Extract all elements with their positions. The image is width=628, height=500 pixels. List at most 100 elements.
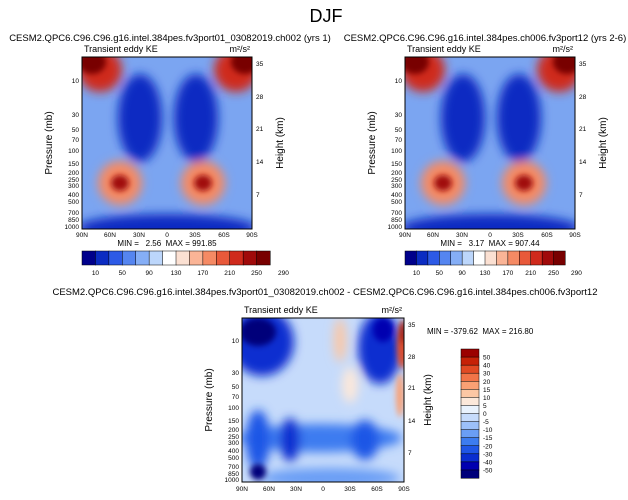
colorbar-1-label: 290 <box>278 270 289 277</box>
colorbar-1-swatch <box>189 250 204 266</box>
colorbar-1-label: 130 <box>171 270 182 277</box>
colorbar-1-swatch <box>229 250 244 266</box>
panel-2-ytick: 30 <box>395 112 403 119</box>
colorbar-3-label: -50 <box>483 467 493 474</box>
panel-1-ytick: 850 <box>68 217 79 224</box>
colorbar-3-swatch <box>460 389 480 398</box>
colorbar-2-label: 250 <box>548 270 559 277</box>
panel-2-field-core-ne <box>553 57 575 74</box>
panel-1-ylabel: Pressure (mb) <box>44 111 55 174</box>
colorbar-2-label: 170 <box>502 270 513 277</box>
panel-2-ytick: 1000 <box>388 224 403 231</box>
panel-3-xticks: 90N 60N 30N 0 30S 60S 90S <box>236 486 410 493</box>
panel-2-units: m²/s² <box>553 44 574 54</box>
colorbar-3-label: -15 <box>483 435 493 442</box>
panel-3-field-neg-mid <box>280 418 300 462</box>
colorbar-3-label: 0 <box>483 411 487 418</box>
panel-3-xtick: 60N <box>263 486 275 493</box>
panel-1-htick: 7 <box>256 192 260 199</box>
panel-3-xtick: 60S <box>371 486 383 493</box>
colorbar-3-swatch <box>460 469 480 479</box>
colorbar-1-swatch <box>95 250 110 266</box>
colorbar-1-label: 170 <box>197 270 208 277</box>
colorbar-2-swatch <box>450 250 463 266</box>
panel-1-frame <box>81 56 253 230</box>
panel-1-field-low-right <box>174 74 218 162</box>
panel-3-htick: 28 <box>408 354 416 361</box>
panel-1-ytick: 30 <box>72 112 80 119</box>
panel-1-xtick: 60S <box>218 232 230 239</box>
panel-1-height-ticks: 35 28 21 14 7 <box>256 61 264 199</box>
panel-3-htick: 21 <box>408 385 416 392</box>
panel-2-ytick: 850 <box>391 217 402 224</box>
panel-3-ytick: 500 <box>228 455 239 462</box>
panel-3-ytick: 30 <box>232 370 240 377</box>
panel-3-htick: 14 <box>408 418 416 425</box>
panel-2-ytick: 100 <box>391 148 402 155</box>
colorbar-1-swatch <box>135 250 150 266</box>
panel-1-ytick: 10 <box>72 78 80 85</box>
panel-2-title: CESM2.QPC6.C96.C96.g16.intel.384pes.ch00… <box>344 33 627 44</box>
colorbar-3-label: -20 <box>483 443 493 450</box>
panel-3-field-neg-left <box>246 410 270 470</box>
panel-2-ytick: 250 <box>391 177 402 184</box>
colorbar-2-swatch <box>461 250 475 266</box>
colorbar-2-swatch <box>404 250 417 266</box>
panel-2-htick: 14 <box>579 159 587 166</box>
panel-3-ytick: 10 <box>232 338 240 345</box>
colorbar-1-swatch <box>162 250 177 266</box>
panel-1-ytick: 70 <box>72 137 80 144</box>
panel-1-xtick: 30S <box>189 232 201 239</box>
panel-2-xtick: 30N <box>456 232 468 239</box>
panel-1-field <box>82 57 252 229</box>
colorbar-2-swatch <box>473 250 486 266</box>
colorbar-2-label: 90 <box>459 270 467 277</box>
panel-2-htick: 21 <box>579 126 587 133</box>
panel-2: CESM2.QPC6.C96.C96.g16.intel.384pes.ch00… <box>344 33 627 277</box>
panel-3-ytick: 850 <box>228 471 239 478</box>
colorbar-2-swatch <box>530 250 543 266</box>
panel-2-field-low-surface <box>405 214 575 229</box>
panel-3-height-ticks: 35 28 21 14 7 <box>408 322 416 457</box>
panel-2-htick: 28 <box>579 94 587 101</box>
panel-3-ytick: 150 <box>228 418 239 425</box>
panel-1-title: CESM2.QPC6.C96.C96.g16.intel.384pes.fv3p… <box>9 33 331 44</box>
panel-3-xtick: 90N <box>236 486 248 493</box>
colorbar-3-swatch <box>460 421 480 431</box>
panel-3-xtick: 30S <box>344 486 356 493</box>
panel-1-ylabel-right: Height (km) <box>275 117 286 169</box>
panel-2-colorbar: 10 50 90 130 170 210 250 290 <box>404 250 582 277</box>
panel-1-ytick: 50 <box>72 127 80 134</box>
panel-2-ytick: 200 <box>391 170 402 177</box>
colorbar-1-swatch <box>256 250 271 266</box>
panel-2-ytick: 500 <box>391 199 402 206</box>
panel-1: CESM2.QPC6.C96.C96.g16.intel.384pes.fv3p… <box>9 33 331 277</box>
colorbar-1-swatch <box>202 250 217 266</box>
panel-2-field-low-left <box>441 74 485 162</box>
colorbar-3-label: 5 <box>483 403 487 410</box>
panel-2-htick: 35 <box>579 61 587 68</box>
colorbar-1-swatch <box>216 250 231 266</box>
colorbar-3-label: 30 <box>483 371 491 378</box>
panel-2-xtick: 60S <box>541 232 553 239</box>
panel-3-field-pos-upper <box>342 367 358 403</box>
colorbar-2-label: 50 <box>436 270 444 277</box>
panel-2-field <box>405 57 575 229</box>
panel-1-field-core-ne <box>231 57 252 74</box>
panel-3-ytick: 200 <box>228 427 239 434</box>
colorbar-3-swatch <box>460 372 480 382</box>
panel-1-xtick: 0 <box>165 232 169 239</box>
colorbar-2-swatch <box>507 250 520 266</box>
colorbar-2-swatch <box>484 250 497 266</box>
panel-1-units: m²/s² <box>230 44 251 54</box>
panel-3-ytick: 50 <box>232 384 240 391</box>
panel-2-field-jetcore-left <box>434 175 452 191</box>
panel-2-ylabel: Pressure (mb) <box>367 111 378 174</box>
colorbar-1-label: 210 <box>224 270 235 277</box>
panel-2-xticks: 90N 60N 30N 0 30S 60S 90S <box>399 232 581 239</box>
panel-1-ytick: 1000 <box>65 224 80 231</box>
panel-3-xtick: 0 <box>321 486 325 493</box>
panel-3-ytick: 300 <box>228 440 239 447</box>
panel-1-ytick: 150 <box>68 161 79 168</box>
colorbar-1-swatch <box>122 250 137 266</box>
